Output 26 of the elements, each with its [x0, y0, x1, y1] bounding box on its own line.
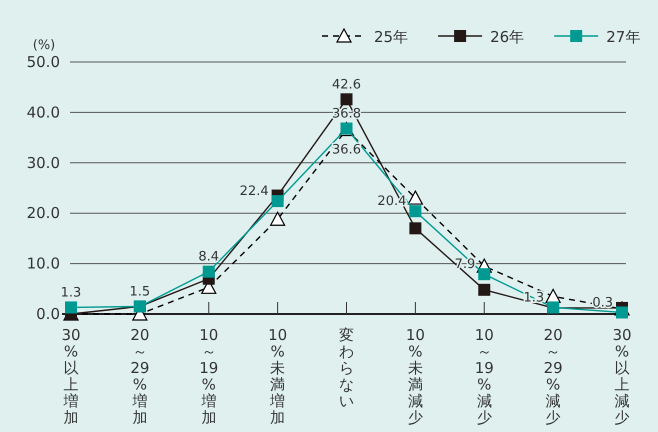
x-tick-label: 10%未満増加 [268, 326, 288, 426]
x-tick-label: 10～19%増加 [199, 326, 218, 426]
data-label: 1.5 [130, 284, 150, 300]
legend-label: 25年 [374, 28, 408, 46]
x-tick-label: 変わらない [339, 326, 354, 410]
x-tick-label: 30%以上減少 [612, 326, 632, 426]
data-label: 0.3 [592, 295, 613, 310]
data-label: 22.4 [240, 184, 269, 200]
data-label: 8.4 [198, 250, 220, 265]
y-tick-label: 40.0 [26, 103, 60, 122]
x-tick-label: 30%以上増加 [61, 326, 81, 426]
data-label: 1.3 [60, 285, 82, 300]
y-tick-label: 0.0 [36, 305, 60, 323]
data-label: 36.6 [332, 142, 361, 158]
y-tick-label: 10.0 [26, 254, 60, 273]
y-tick-label: 20.0 [26, 204, 60, 222]
x-tick-label: 20～29%増加 [130, 326, 150, 426]
x-tick-label: 10%未満減少 [406, 326, 425, 426]
y-tick-label: 50.0 [26, 53, 60, 71]
x-tick-label: 20～29%減少 [544, 326, 563, 426]
legend-label: 27年 [606, 28, 640, 46]
data-label: 42.6 [332, 77, 361, 92]
x-tick-label: 10～19%減少 [474, 326, 494, 426]
y-axis-title: (%) [32, 38, 56, 53]
y-tick-label: 30.0 [26, 154, 60, 172]
legend-label: 26年 [490, 28, 524, 46]
